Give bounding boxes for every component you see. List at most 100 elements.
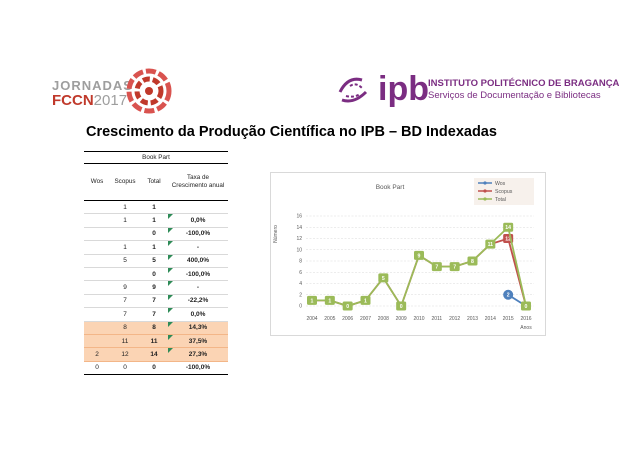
y-tick-label: 8 [299, 259, 302, 265]
cell-total: 5 [140, 254, 168, 268]
data-label: 0 [346, 304, 349, 310]
cell-rate: 400,0% [168, 254, 228, 268]
cell-total: 1 [140, 213, 168, 228]
data-label: 2 [507, 293, 510, 299]
table-row: 0 0 0 -100,0% [84, 361, 228, 376]
chart-x-ticks: 2004 2005 2006 2007 2008 2009 2010 2011 2012 2013… [306, 316, 531, 322]
cell-rate: -100,0% [168, 361, 228, 376]
fccn-logo-brand-text: FCCN [52, 92, 94, 109]
legend-marker [483, 197, 487, 201]
chart-grid [306, 215, 534, 307]
cell-total: 0 [140, 361, 168, 376]
data-label: 1 [364, 298, 367, 304]
cell-wos [84, 334, 110, 349]
cell-scopus: 7 [110, 307, 140, 322]
data-label-box [324, 295, 335, 305]
cell-rate [168, 200, 228, 215]
data-label-box [449, 262, 460, 272]
header-total: Total [140, 163, 168, 201]
cell-total: 1 [140, 200, 168, 215]
fccn-logo-year: 2017 [93, 92, 128, 109]
legend-marker [483, 189, 487, 193]
cell-wos [84, 254, 110, 268]
legend-label: Total [495, 197, 506, 203]
cell-total: 11 [140, 334, 168, 349]
cell-total: 7 [140, 294, 168, 309]
x-tick-label: 2005 [324, 316, 335, 322]
cell-scopus: 5 [110, 254, 140, 268]
data-label: 1 [328, 298, 331, 304]
table-row: 1 1 0,0% [84, 213, 228, 228]
data-label-box [467, 256, 478, 266]
chart-title: Book Part [376, 184, 405, 191]
ipb-department-name: Serviços de Documentação e Bibliotecas [428, 90, 601, 101]
x-tick-label: 2014 [485, 316, 496, 322]
ipb-logo-word: ipb [378, 70, 429, 108]
cell-rate: -100,0% [168, 267, 228, 282]
cell-scopus: 0 [110, 361, 140, 376]
data-label: 9 [418, 253, 421, 259]
y-tick-label: 14 [296, 225, 302, 231]
cell-wos [84, 227, 110, 242]
cell-total: 0 [140, 267, 168, 282]
book-part-table: Book Part Wos Scopus Total Taxa de Cresc… [84, 151, 228, 376]
legend-label: Scopus [495, 189, 513, 195]
cell-total: 14 [140, 347, 168, 362]
table-row-highlighted: 8 8 14,3% [84, 321, 228, 335]
cell-wos: 2 [84, 347, 110, 362]
cell-scopus: 1 [110, 200, 140, 215]
data-label: 7 [435, 265, 438, 271]
legend-label: Wos [495, 181, 506, 187]
cell-scopus: 8 [110, 321, 140, 335]
data-label: 0 [525, 304, 528, 310]
cell-scopus: 11 [110, 334, 140, 349]
x-tick-label: 2007 [360, 316, 371, 322]
cell-rate: - [168, 280, 228, 295]
cell-wos [84, 294, 110, 309]
cell-total: 9 [140, 280, 168, 295]
data-label-box [521, 301, 531, 311]
cell-rate: 0,0% [168, 213, 228, 228]
cell-rate: 0,0% [168, 307, 228, 322]
x-tick-label: 2004 [306, 316, 317, 322]
x-tick-label: 2008 [378, 316, 389, 322]
table-row: 0 -100,0% [84, 267, 228, 282]
cell-scopus: 12 [110, 347, 140, 362]
table-row: 7 7 -22,2% [84, 294, 228, 309]
data-label-box [503, 289, 514, 300]
x-tick-label: 2009 [396, 316, 407, 322]
fccn-logo-top-text: JORNADAS [52, 78, 133, 93]
cell-total: 1 [140, 240, 168, 255]
cell-scopus: 1 [110, 240, 140, 255]
data-label: 12 [505, 236, 511, 242]
table-row-highlighted: 2 12 14 27,3% [84, 347, 228, 362]
cell-rate: - [168, 240, 228, 255]
y-tick-label: 0 [299, 304, 302, 310]
cell-rate: 37,5% [168, 334, 228, 349]
cell-rate: -22,2% [168, 294, 228, 309]
data-label-box [485, 239, 496, 249]
x-tick-label: 2010 [413, 316, 424, 322]
cell-rate: -100,0% [168, 227, 228, 242]
x-tick-label: 2016 [520, 316, 531, 322]
header-wos: Wos [84, 163, 110, 201]
fccn-logo-brand: FCCN2017 [52, 92, 127, 109]
data-label-box [396, 301, 407, 311]
data-label: 7 [453, 265, 456, 271]
y-tick-label: 10 [296, 247, 302, 253]
x-tick-label: 2013 [467, 316, 478, 322]
data-label-box [378, 273, 389, 283]
fccn-logo-mark-icon [126, 68, 172, 114]
y-tick-label: 16 [296, 214, 302, 220]
cell-wos [84, 280, 110, 295]
cell-total: 8 [140, 321, 168, 335]
cell-rate: 14,3% [168, 321, 228, 335]
chart-y-ticks: 0 2 4 6 8 10 12 14 16 [296, 214, 302, 310]
cell-scopus [110, 227, 140, 242]
table-row-highlighted: 11 11 37,5% [84, 334, 228, 349]
